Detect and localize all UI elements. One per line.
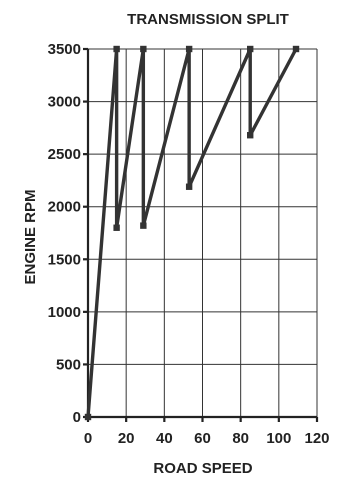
y-tick-label: 500 [56,356,81,373]
tick-labels: 0 500 1000 1500 2000 2500 3000 3500 0 20 40 60 80 100… [48,41,330,447]
y-tick-label: 3000 [48,94,81,111]
data-point-marker [247,45,254,53]
y-tick-label: 0 [73,409,81,426]
y-tick-label: 2000 [48,199,81,216]
data-point-marker [185,45,193,53]
x-axis-label: ROAD SPEED [153,460,252,477]
data-point-marker [247,132,254,139]
series-line [86,46,299,419]
grid [88,48,318,417]
x-tick-label: 120 [304,430,329,447]
data-point-marker [292,45,300,53]
series [84,45,300,421]
y-tick-label: 1500 [48,251,81,268]
axes [83,47,319,422]
data-point-marker [84,413,92,421]
x-tick-label: 100 [266,430,291,447]
data-point-marker [113,45,120,53]
x-tick-label: 0 [84,430,92,447]
y-tick-label: 1000 [48,304,81,321]
data-point-marker [113,224,120,231]
x-tick-label: 80 [232,430,249,447]
data-point-marker [140,45,147,53]
y-tick-label: 3500 [48,41,81,58]
x-tick-label: 60 [194,430,211,447]
y-tick-label: 2500 [48,146,81,163]
x-tick-label: 20 [118,430,135,447]
y-axis-label: ENGINE RPM [22,189,39,284]
data-point-marker [185,183,193,190]
chart-title: TRANSMISSION SPLIT [127,11,289,28]
x-tick-label: 40 [156,430,173,447]
data-point-marker [140,222,147,229]
